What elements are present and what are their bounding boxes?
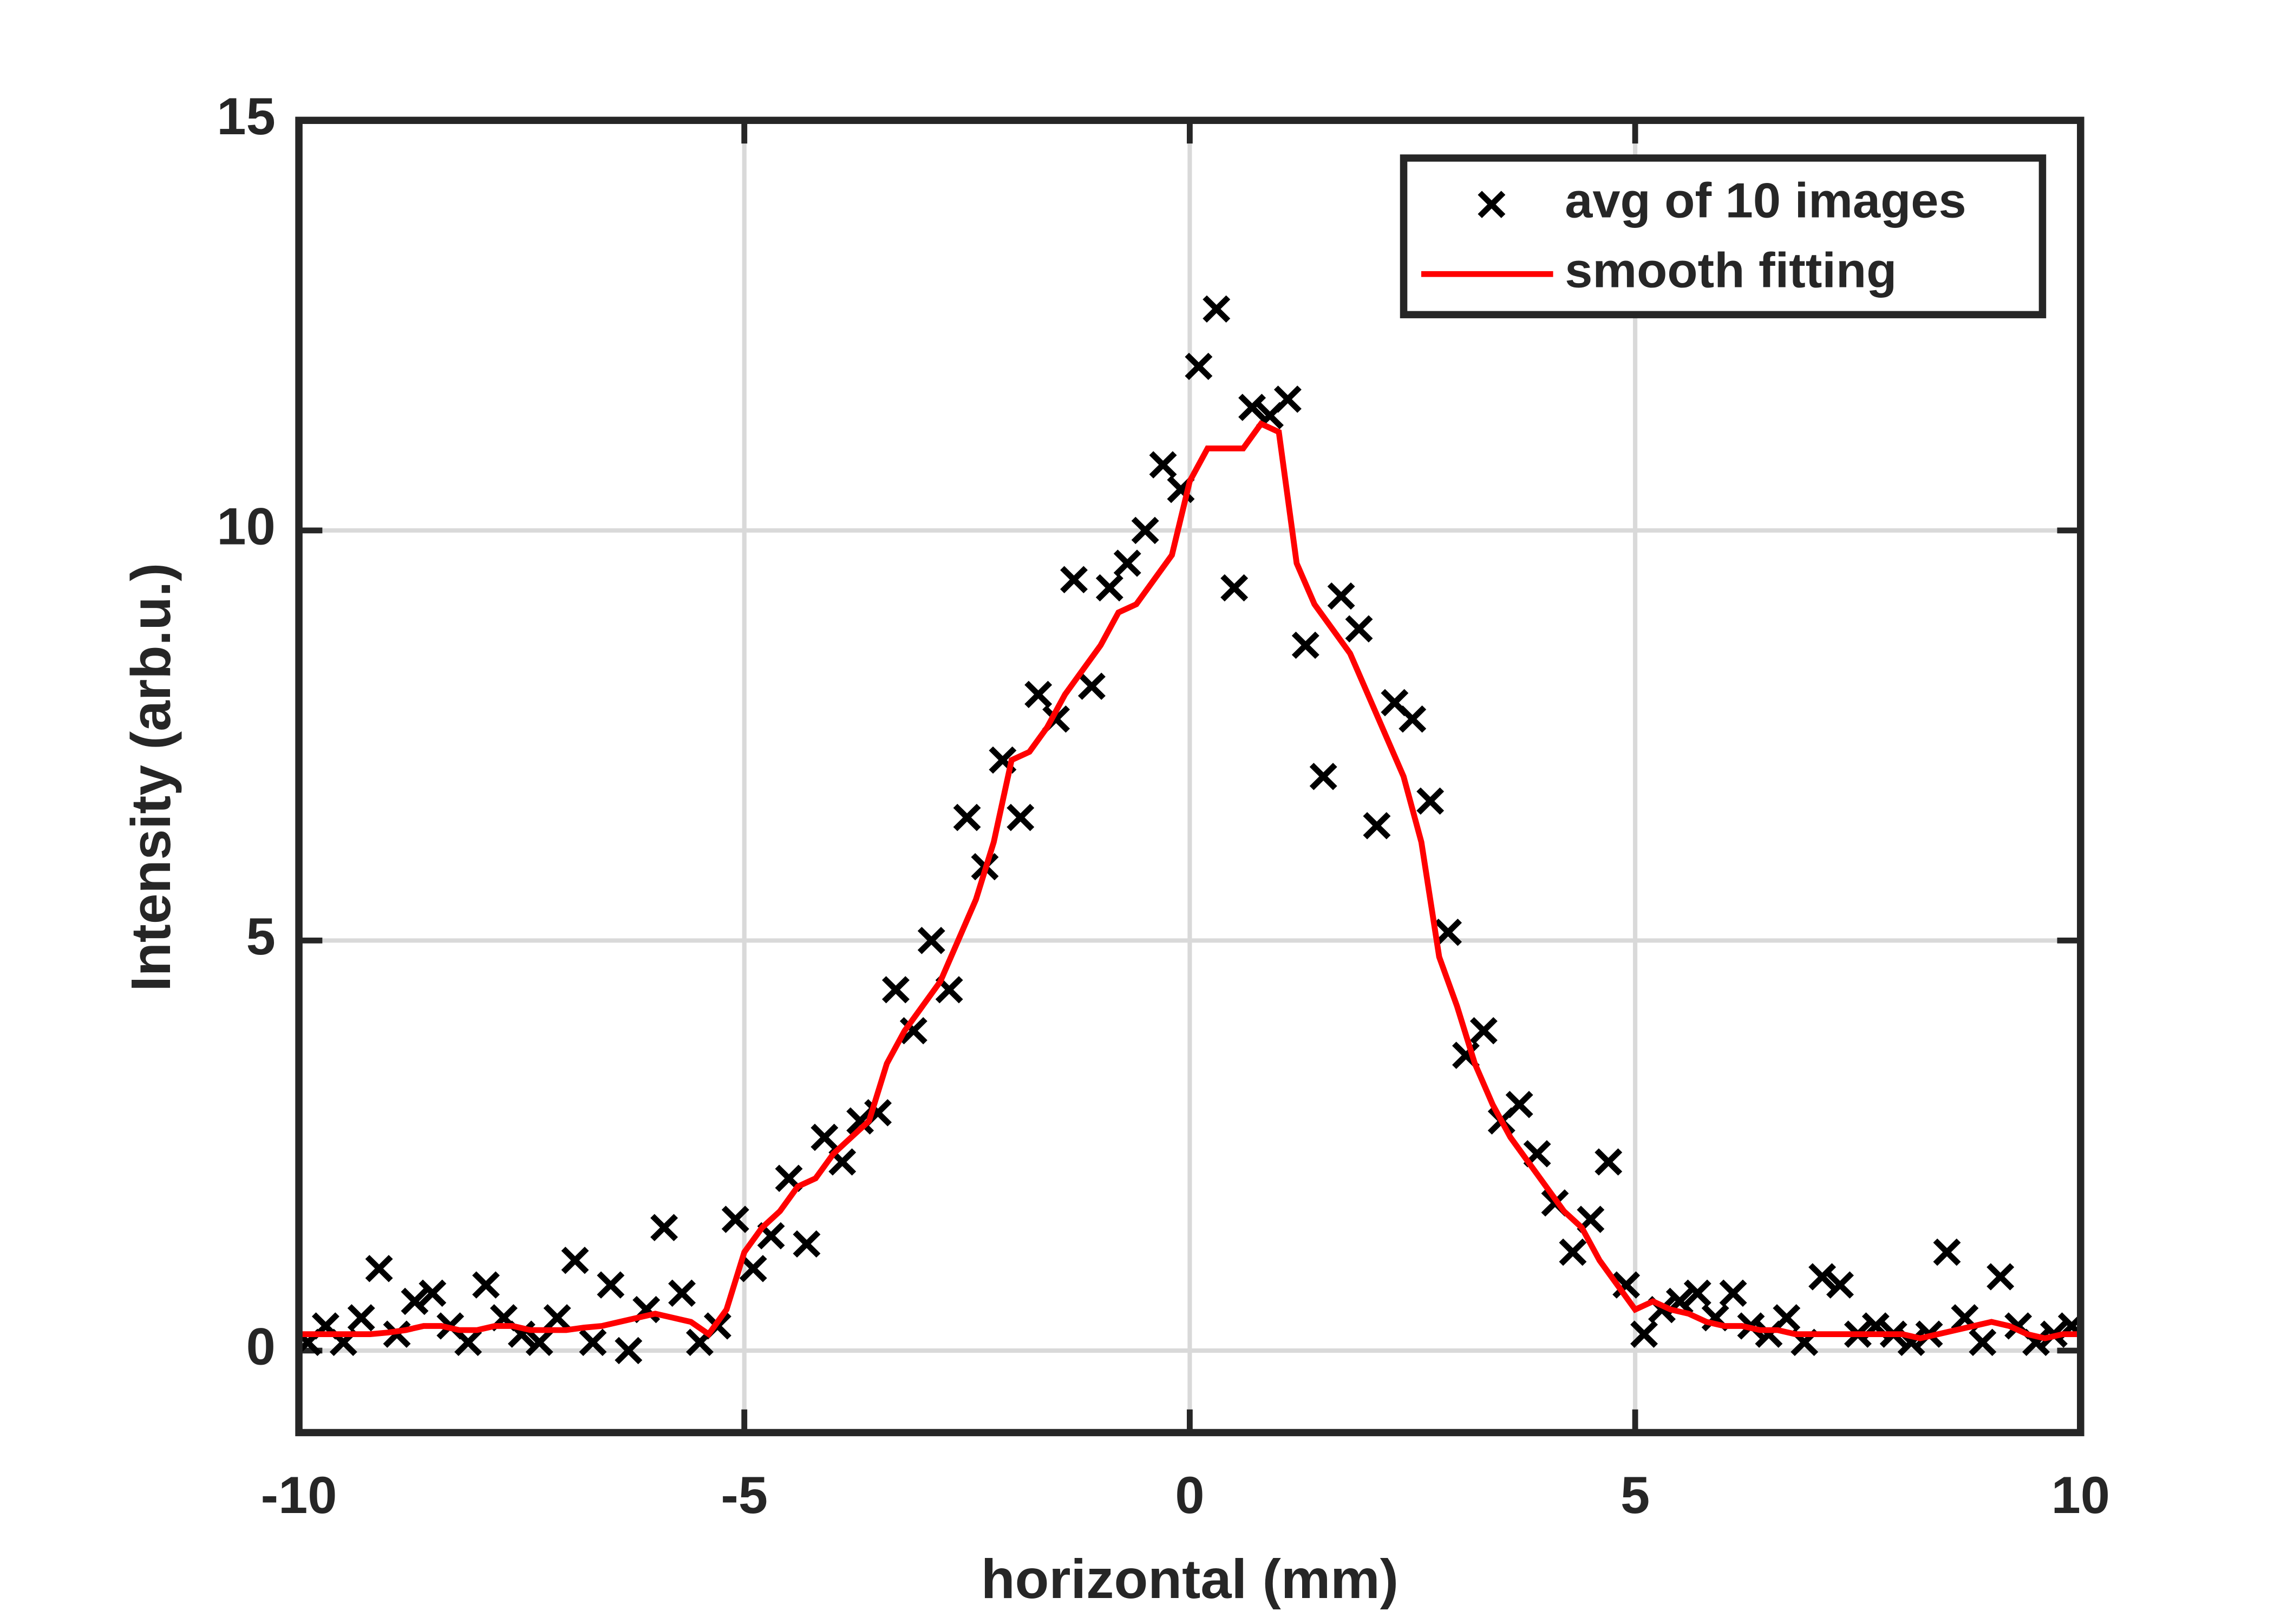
data-point — [1113, 549, 1141, 577]
data-point — [365, 1255, 393, 1282]
data-point — [1399, 705, 1427, 733]
y-tick-label: 10 — [217, 497, 275, 555]
legend-box — [1400, 154, 2047, 318]
data-point — [721, 1206, 749, 1233]
data-point — [739, 1255, 767, 1282]
data-point — [793, 1230, 821, 1258]
data-point — [543, 1304, 571, 1332]
data-point — [615, 1337, 643, 1365]
data-point — [1291, 631, 1319, 659]
y-tick-label: 15 — [217, 87, 275, 145]
data-point — [953, 803, 981, 831]
legend-label: smooth fitting — [1565, 243, 1897, 298]
data-point — [1220, 574, 1249, 602]
data-point — [1077, 672, 1106, 700]
axes-box — [295, 116, 2084, 1437]
data-line — [299, 420, 2081, 1341]
data-point — [668, 1279, 696, 1307]
data-point — [1327, 582, 1355, 610]
data-point — [597, 1271, 625, 1299]
data-point — [1060, 566, 1088, 593]
data-point — [1595, 1148, 1623, 1176]
data-point — [454, 1328, 482, 1356]
data-point — [1987, 1263, 2015, 1291]
legend-marker — [1478, 191, 1506, 218]
data-point — [1095, 574, 1123, 602]
y-tick-label: 0 — [246, 1317, 276, 1376]
data-point — [1612, 1271, 1641, 1299]
data-point — [881, 976, 910, 1004]
data-point — [401, 1287, 429, 1315]
data-point — [846, 1107, 874, 1135]
data-point — [1309, 763, 1337, 790]
legend-label: avg of 10 images — [1565, 173, 1966, 228]
data-point — [579, 1328, 607, 1356]
data-point — [1238, 394, 1266, 421]
data-point — [1505, 1091, 1533, 1118]
data-point — [1826, 1271, 1854, 1299]
data-point — [472, 1271, 500, 1299]
data-point — [1273, 385, 1302, 413]
data-point — [1808, 1263, 1837, 1291]
data-point — [1149, 451, 1177, 479]
data-point — [1434, 919, 1462, 946]
data-point — [347, 1304, 375, 1332]
plot-area — [299, 295, 2081, 1365]
data-point — [1469, 1017, 1498, 1045]
data-point — [917, 927, 945, 954]
data-point — [419, 1279, 447, 1307]
data-point — [525, 1328, 553, 1356]
data-point — [1773, 1304, 1801, 1332]
data-point — [561, 1247, 589, 1274]
data-point — [1559, 1238, 1587, 1266]
data-point — [1416, 787, 1445, 815]
data-point — [1203, 295, 1231, 323]
data-point — [1007, 803, 1035, 831]
x-axis-label: horizontal (mm) — [981, 1548, 1399, 1609]
data-point — [1024, 680, 1053, 709]
data-point — [899, 1017, 927, 1045]
data-point — [1630, 1320, 1658, 1348]
x-tick-label: 5 — [1620, 1466, 1650, 1524]
data-point — [1185, 352, 1213, 381]
x-tick-label: 0 — [1175, 1466, 1204, 1524]
y-tick-label: 5 — [246, 907, 276, 965]
data-point — [1345, 615, 1373, 643]
data-point — [1363, 812, 1391, 840]
data-point — [1969, 1328, 1997, 1356]
x-tick-label: -5 — [721, 1466, 768, 1524]
x-tick-label: -10 — [261, 1466, 337, 1524]
data-point — [1719, 1279, 1747, 1307]
y-axis-label: Intensity (arb.u.) — [120, 563, 182, 992]
data-point — [650, 1214, 678, 1241]
data-point — [1683, 1279, 1711, 1307]
data-point — [1933, 1238, 1961, 1266]
data-point — [811, 1123, 839, 1151]
x-tick-label: 10 — [2051, 1466, 2110, 1524]
data-point — [1131, 516, 1159, 545]
